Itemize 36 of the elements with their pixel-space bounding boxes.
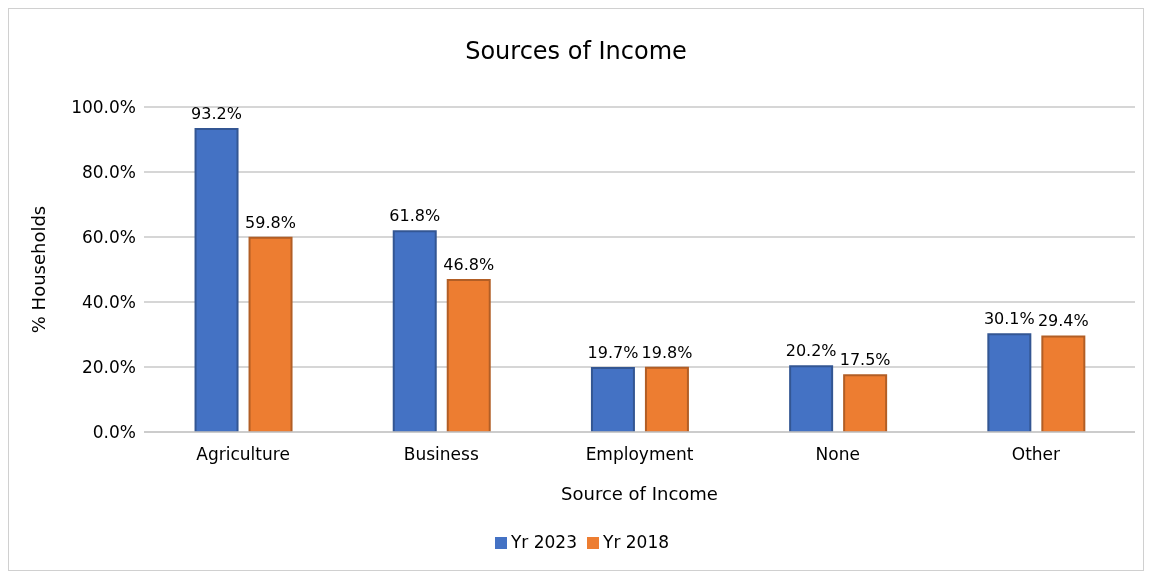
x-tick-label: Employment	[585, 444, 694, 465]
data-label: 61.8%	[389, 206, 441, 226]
y-axis-title: % Households	[28, 205, 50, 334]
legend-label: Yr 2023	[510, 532, 577, 552]
data-label: 29.4%	[1037, 311, 1089, 331]
data-label: 30.1%	[983, 309, 1035, 329]
x-tick-label: Business	[403, 444, 479, 465]
data-label: 59.8%	[245, 212, 296, 232]
bar	[843, 374, 888, 432]
chart-title: Sources of Income	[464, 37, 688, 65]
bar	[987, 333, 1032, 432]
bar	[590, 366, 635, 432]
data-label: 46.8%	[443, 254, 495, 274]
bar	[248, 236, 293, 432]
legend-label: Yr 2018	[603, 532, 670, 552]
data-label: 17.5%	[839, 350, 891, 370]
x-axis-title: Source of Income	[561, 483, 718, 504]
data-label: 93.2%	[191, 104, 242, 124]
y-tick-label: 20.0%	[81, 357, 136, 378]
x-tick-label: Other	[1011, 444, 1061, 465]
x-tick-label: Agriculture	[196, 444, 290, 465]
y-tick-label: 100.0%	[71, 97, 136, 118]
y-tick-label: 80.0%	[81, 162, 136, 183]
data-label: 19.7%	[587, 342, 639, 362]
bar	[789, 365, 834, 432]
y-tick-label: 60.0%	[81, 227, 136, 248]
y-tick-label: 0.0%	[92, 422, 136, 443]
bar	[194, 128, 239, 432]
bar	[392, 230, 437, 432]
y-tick-label: 40.0%	[81, 292, 136, 313]
bar	[1041, 335, 1086, 432]
x-tick-label: None	[815, 444, 860, 465]
bar	[644, 366, 689, 432]
bar	[446, 278, 491, 432]
data-label: 20.2%	[785, 341, 837, 361]
data-label: 19.8%	[641, 342, 693, 362]
